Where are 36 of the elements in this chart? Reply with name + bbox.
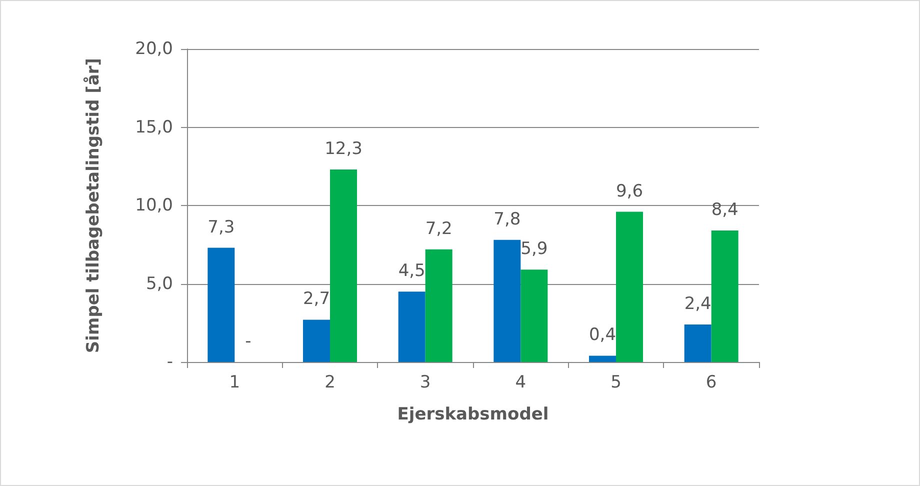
bar bbox=[208, 248, 235, 362]
data-label: 2,4 bbox=[684, 294, 712, 314]
x-tick-label: 3 bbox=[420, 372, 431, 392]
bar bbox=[520, 270, 548, 362]
data-label: 8,4 bbox=[711, 200, 738, 220]
bar bbox=[711, 230, 738, 362]
data-label: 7,3 bbox=[208, 217, 235, 238]
bar bbox=[494, 240, 521, 362]
y-tick-label: - bbox=[166, 352, 173, 372]
y-tick-label: 20,0 bbox=[135, 39, 173, 59]
x-tick-label: 2 bbox=[324, 372, 336, 392]
y-tick-label: 5,0 bbox=[146, 274, 173, 294]
data-label: 9,6 bbox=[616, 181, 644, 202]
data-label: 4,5 bbox=[398, 261, 426, 282]
data-label: 12,3 bbox=[324, 139, 362, 160]
data-label: - bbox=[245, 332, 252, 352]
data-label: 2,7 bbox=[302, 289, 330, 310]
x-axis-title: Ejerskabsmodel bbox=[397, 404, 549, 424]
bar bbox=[398, 292, 426, 362]
x-tick-label: 6 bbox=[706, 372, 717, 392]
bar bbox=[616, 212, 643, 362]
bar bbox=[330, 170, 357, 362]
x-tick-label: 4 bbox=[515, 372, 526, 392]
x-tick-label: 1 bbox=[229, 372, 240, 392]
bar bbox=[589, 356, 616, 362]
data-label: 5,9 bbox=[520, 239, 548, 260]
data-label: 7,8 bbox=[494, 209, 521, 230]
x-tick-label: 5 bbox=[610, 372, 622, 392]
data-label: 7,2 bbox=[425, 218, 452, 239]
bar bbox=[684, 324, 712, 362]
bar bbox=[425, 249, 452, 362]
data-label: 0,4 bbox=[588, 325, 616, 346]
bar bbox=[303, 320, 330, 362]
y-tick-label: 15,0 bbox=[135, 117, 173, 138]
y-axis-title: Simpel tilbagebetalingstid [år] bbox=[82, 58, 104, 354]
y-tick-label: 10,0 bbox=[135, 196, 173, 216]
